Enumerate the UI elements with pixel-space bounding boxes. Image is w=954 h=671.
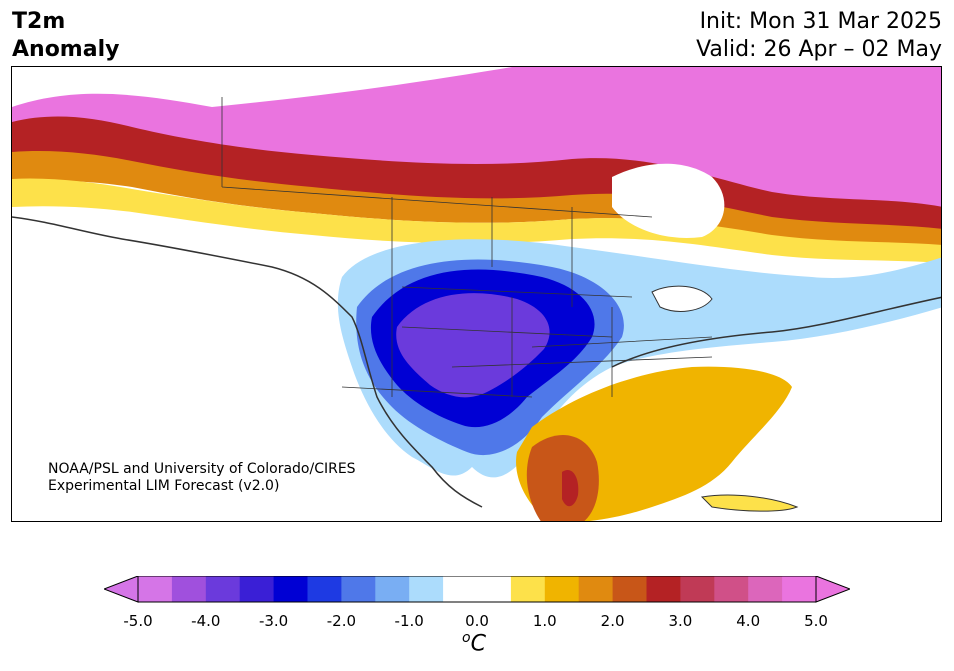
warm-anomaly-texas-core bbox=[562, 469, 579, 507]
colorbar-tick-label: 2.0 bbox=[600, 612, 625, 630]
map-credit: NOAA/PSL and University of Colorado/CIRE… bbox=[48, 461, 356, 495]
map-canvas bbox=[12, 67, 941, 521]
colorbar-cell bbox=[510, 576, 546, 602]
colorbar-cell bbox=[205, 576, 241, 602]
cool-anomaly-core bbox=[396, 293, 550, 398]
colorbar-cell bbox=[409, 576, 444, 602]
colorbar-under-arrow bbox=[104, 576, 139, 603]
colorbar bbox=[104, 576, 850, 603]
colorbar-tick-label: 3.0 bbox=[668, 612, 693, 630]
colorbar-tick-label: -2.0 bbox=[326, 612, 357, 630]
colorbar-over-arrow bbox=[815, 576, 850, 603]
colorbar-cell bbox=[341, 576, 376, 602]
colorbar-cell bbox=[544, 576, 580, 602]
colorbar-cell bbox=[680, 576, 715, 602]
units-degree: o bbox=[462, 630, 471, 646]
colorbar-tick-label: -4.0 bbox=[191, 612, 221, 630]
title-line2: Anomaly bbox=[12, 37, 120, 62]
colorbar-tick-label: 1.0 bbox=[532, 612, 557, 630]
units-label: oC bbox=[462, 630, 486, 656]
hudson-bay bbox=[612, 163, 725, 238]
colorbar-cell bbox=[375, 576, 410, 602]
colorbar-outline bbox=[137, 576, 817, 603]
colorbar-cell bbox=[307, 576, 342, 602]
anomaly-map bbox=[11, 66, 942, 522]
valid-date: Valid: 26 Apr – 02 May bbox=[696, 37, 942, 62]
forecast-dates: Init: Mon 31 Mar 2025 Valid: 26 Apr – 02… bbox=[696, 8, 942, 64]
title-line1: T2m bbox=[12, 9, 66, 34]
colorbar-tick-label: 0.0 bbox=[465, 612, 489, 630]
colorbar-cell bbox=[578, 576, 614, 602]
colorbar-tick-label: -1.0 bbox=[394, 612, 424, 630]
colorbar-cell bbox=[138, 576, 173, 602]
colorbar-cell bbox=[443, 576, 478, 602]
colorbar-tick-label: 4.0 bbox=[736, 612, 761, 630]
warm-anomaly-yellow-band bbox=[12, 178, 941, 263]
colorbar-cells bbox=[138, 576, 817, 602]
colorbar-tick-label: -3.0 bbox=[258, 612, 289, 630]
credit-line1: NOAA/PSL and University of Colorado/CIRE… bbox=[48, 461, 356, 477]
colorbar-cell bbox=[612, 576, 647, 602]
colorbar-cell bbox=[171, 576, 207, 602]
cuba bbox=[700, 494, 799, 512]
great-lakes bbox=[651, 285, 713, 312]
map-title: T2m Anomaly bbox=[12, 8, 119, 64]
colorbar-tick-label: -5.0 bbox=[123, 612, 153, 630]
units-celsius: C bbox=[470, 631, 486, 657]
coastlines bbox=[12, 216, 941, 508]
colorbar-cell bbox=[714, 576, 749, 602]
credit-line2: Experimental LIM Forecast (v2.0) bbox=[48, 478, 280, 494]
colorbar-cell bbox=[646, 576, 681, 602]
colorbar-cell bbox=[477, 576, 512, 602]
colorbar-cell bbox=[239, 576, 275, 602]
colorbar-tick-label: 5.0 bbox=[804, 612, 828, 630]
colorbar-cell bbox=[748, 576, 783, 602]
init-date: Init: Mon 31 Mar 2025 bbox=[699, 9, 942, 34]
colorbar-cell bbox=[782, 576, 817, 602]
colorbar-cell bbox=[273, 576, 308, 602]
borders bbox=[221, 97, 713, 398]
